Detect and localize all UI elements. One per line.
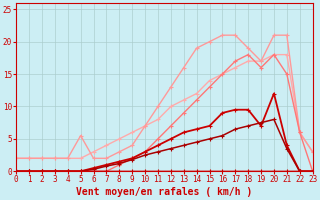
- X-axis label: Vent moyen/en rafales ( km/h ): Vent moyen/en rafales ( km/h ): [76, 187, 252, 197]
